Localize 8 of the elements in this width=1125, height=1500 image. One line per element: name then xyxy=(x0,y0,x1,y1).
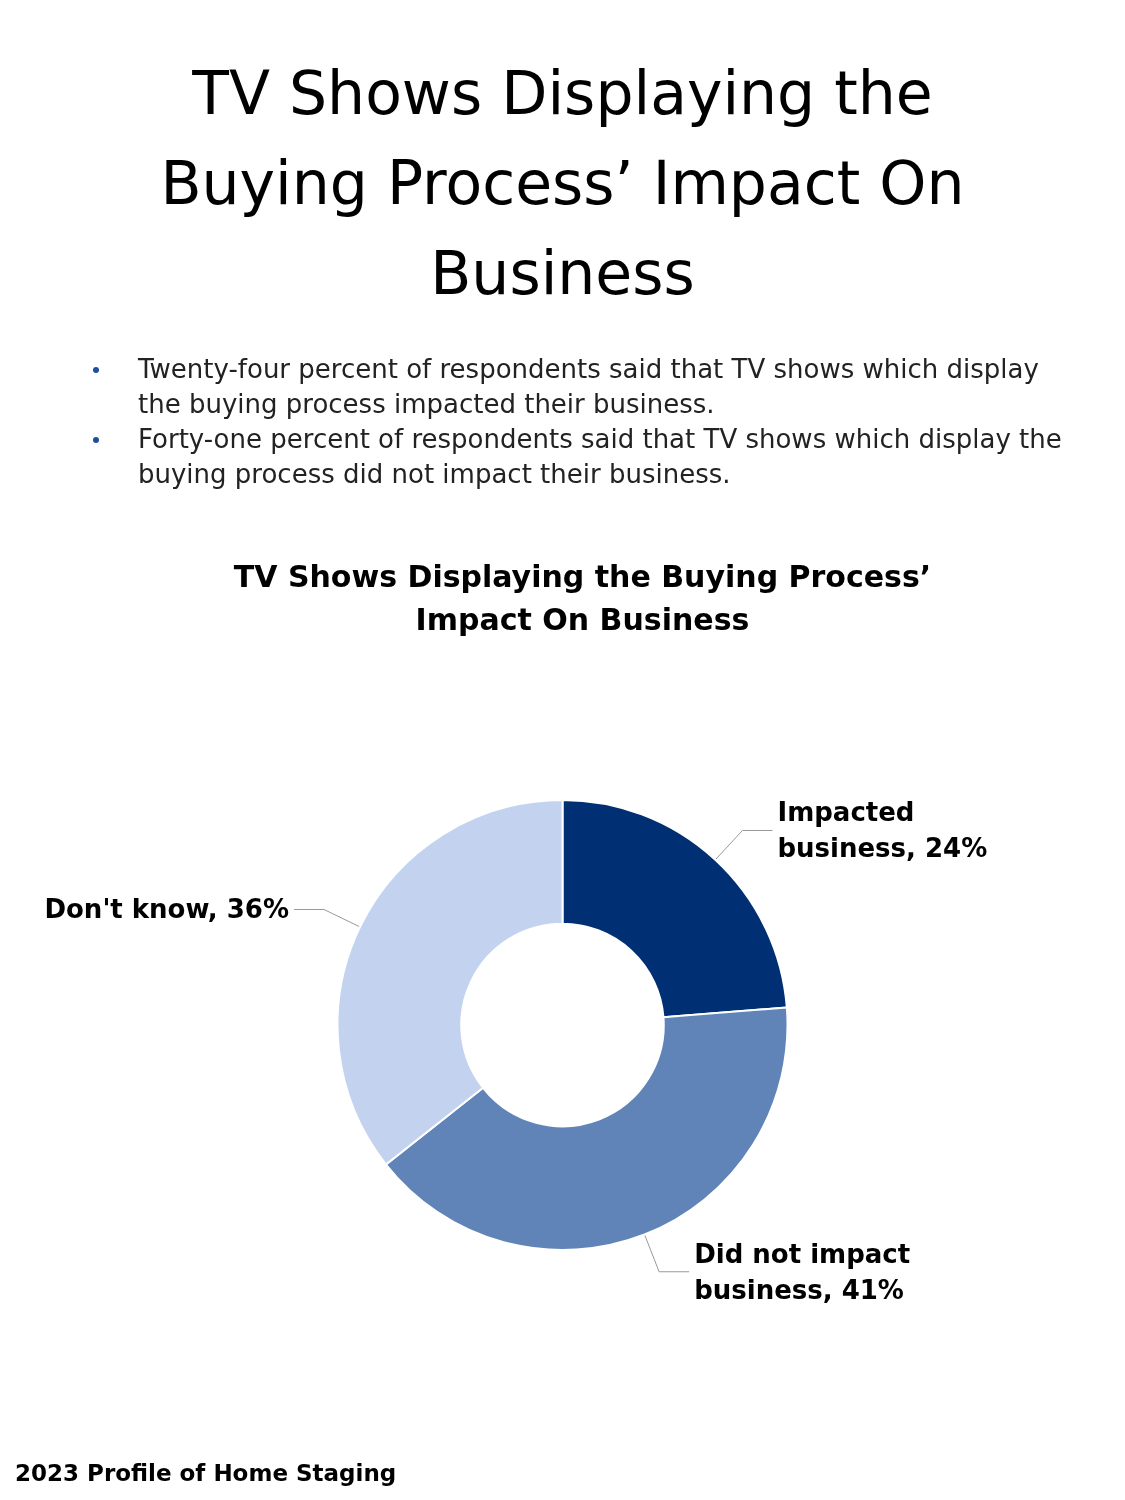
slice-label: Impacted business, 24% xyxy=(777,797,988,864)
text: Forty-one percent of respondents said that TV shows which display the buying process did not impact their business. xyxy=(137,423,1063,491)
text: 2023 Profile of Home Staging xyxy=(15,1460,397,1486)
chart-subtitle: TV Shows Displaying the Buying Process’ Impact On Business xyxy=(159,57,966,310)
chart-title: TV Shows Displaying the Buying Process’ Impact On Business xyxy=(232,558,933,639)
slice-label: Did not impact business, 41% xyxy=(694,1238,920,1305)
text: Twenty-four percent of respondents said that TV shows which display the buying process impacted their business. xyxy=(137,353,1040,421)
slice-label: Don't know, 36% xyxy=(44,894,289,925)
